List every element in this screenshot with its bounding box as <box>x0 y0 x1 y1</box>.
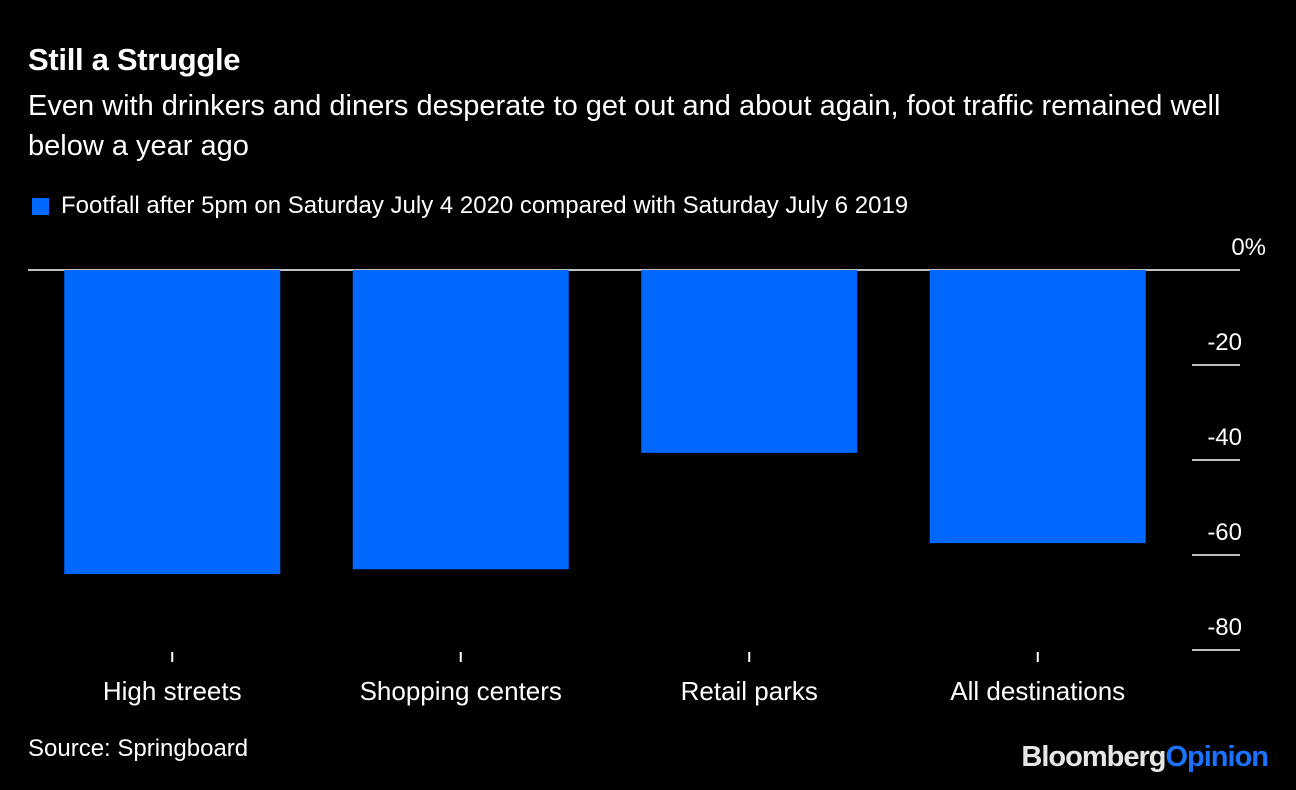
x-tick-label: Shopping centers <box>360 676 562 706</box>
y-tick-label: 0% <box>1231 234 1266 261</box>
legend-label: Footfall after 5pm on Saturday July 4 20… <box>61 192 909 219</box>
x-tick-label: All destinations <box>950 676 1125 706</box>
y-tick-label: -40 <box>1207 424 1242 451</box>
chart-title: Still a Struggle <box>28 42 241 77</box>
legend: Footfall after 5pm on Saturday July 4 20… <box>32 192 908 220</box>
source-note: Source: Springboard <box>28 735 249 762</box>
bar <box>64 270 281 574</box>
bar <box>641 270 858 453</box>
x-tick-label: Retail parks <box>681 676 818 706</box>
bar <box>352 270 569 570</box>
brand-logo: BloombergOpinion <box>1021 741 1269 773</box>
y-tick-label: -80 <box>1207 614 1242 641</box>
y-tick-label: -60 <box>1207 519 1242 546</box>
chart-subtitle: Even with drinkers and diners desperate … <box>28 90 1221 162</box>
y-tick-label: -20 <box>1207 329 1242 356</box>
x-tick-label: High streets <box>103 676 242 706</box>
bar <box>929 270 1146 544</box>
legend-swatch <box>32 197 49 215</box>
